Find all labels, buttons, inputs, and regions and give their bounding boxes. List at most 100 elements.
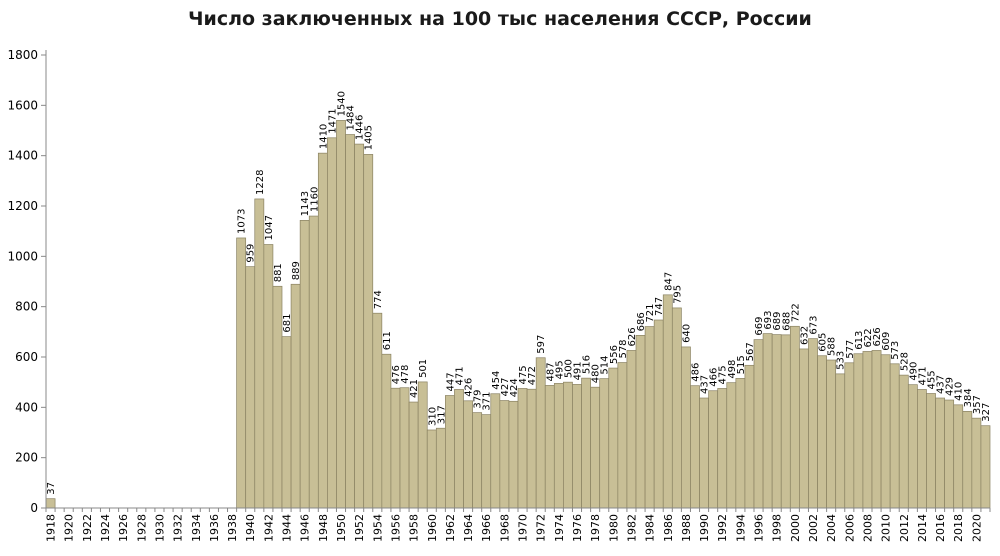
y-tick-label: 1000 xyxy=(7,249,38,263)
bar-1998 xyxy=(771,334,782,509)
bar-1995 xyxy=(744,364,755,509)
bar-1950 xyxy=(336,120,346,509)
bar-1953 xyxy=(363,154,374,509)
value-label-2011: 573 xyxy=(890,341,901,360)
bar-1989 xyxy=(690,385,700,509)
value-label-2013: 490 xyxy=(908,362,919,381)
value-label-1993: 498 xyxy=(727,360,738,379)
bar-1956 xyxy=(390,387,401,509)
x-tick-label-1960: 1960 xyxy=(426,514,439,542)
value-label-1971: 472 xyxy=(527,366,538,385)
value-label-1954: 774 xyxy=(373,290,384,309)
value-label-1973: 487 xyxy=(545,362,556,381)
value-label-1988: 640 xyxy=(681,324,692,343)
value-label-1939: 1073 xyxy=(237,209,248,234)
bar-1945 xyxy=(290,283,301,509)
x-tick-label-1944: 1944 xyxy=(281,514,294,542)
value-label-1950: 1540 xyxy=(337,91,348,116)
value-label-1969: 424 xyxy=(509,378,520,397)
bar-2012 xyxy=(898,374,909,509)
bar-1973 xyxy=(544,385,555,509)
value-label-1961: 317 xyxy=(436,405,447,424)
bar-1980 xyxy=(608,367,619,509)
x-tick-label-1982: 1982 xyxy=(625,514,638,542)
bar-1957 xyxy=(399,387,410,509)
x-tick-label-1936: 1936 xyxy=(208,514,221,542)
y-tick-label: 1200 xyxy=(7,199,38,213)
value-label-1986: 847 xyxy=(663,272,674,291)
bar-1941 xyxy=(254,198,265,509)
value-label-1947: 1160 xyxy=(309,187,320,212)
value-label-1945: 889 xyxy=(291,261,302,280)
value-label-1995: 567 xyxy=(745,342,756,361)
value-label-1955: 611 xyxy=(382,331,393,350)
bar-1993 xyxy=(726,382,737,509)
value-label-1943: 881 xyxy=(273,263,284,282)
bar-2019 xyxy=(962,411,973,509)
value-label-1942: 1047 xyxy=(264,215,275,240)
bar-1979 xyxy=(599,378,610,509)
x-tick-label-1932: 1932 xyxy=(172,514,185,542)
bar-1978 xyxy=(590,386,601,509)
value-label-1946: 1143 xyxy=(300,191,311,216)
bar-2007 xyxy=(853,353,864,509)
value-label-2016: 437 xyxy=(936,375,947,394)
bar-1988 xyxy=(681,346,691,509)
value-label-1975: 500 xyxy=(563,359,574,378)
x-tick-label-2006: 2006 xyxy=(843,514,856,542)
value-label-1992: 475 xyxy=(718,365,729,384)
x-tick-label-2000: 2000 xyxy=(789,514,802,542)
bar-1918 xyxy=(45,498,56,509)
bar-1964 xyxy=(463,400,473,509)
value-label-1962: 447 xyxy=(445,372,456,391)
x-tick-label-1926: 1926 xyxy=(117,514,130,542)
bar-1946 xyxy=(299,219,310,509)
x-tick-label-1946: 1946 xyxy=(299,514,312,542)
bar-1966 xyxy=(481,414,492,509)
value-label-2009: 626 xyxy=(872,327,883,346)
bar-2016 xyxy=(935,397,945,509)
bar-2011 xyxy=(889,363,900,509)
x-tick-label-1966: 1966 xyxy=(480,514,493,542)
value-label-2004: 588 xyxy=(827,337,838,356)
bar-2009 xyxy=(871,350,882,509)
bar-1981 xyxy=(617,362,628,509)
value-label-1966: 371 xyxy=(482,392,493,411)
value-label-1978: 480 xyxy=(591,364,602,383)
value-label-1963: 471 xyxy=(455,366,466,385)
bar-1942 xyxy=(263,244,274,509)
value-label-1987: 795 xyxy=(672,285,683,304)
x-tick-label-2010: 2010 xyxy=(880,514,893,542)
bar-1984 xyxy=(644,326,655,509)
bar-1985 xyxy=(653,319,664,509)
x-tick-label-1964: 1964 xyxy=(462,514,475,542)
value-label-1949: 1471 xyxy=(327,108,338,133)
bar-1947 xyxy=(308,215,319,509)
value-label-2005: 533 xyxy=(836,351,847,370)
value-label-1951: 1484 xyxy=(346,105,357,130)
bar-1970 xyxy=(517,388,528,509)
bar-1972 xyxy=(535,357,546,509)
bar-1975 xyxy=(563,381,573,509)
bar-1954 xyxy=(372,312,383,509)
value-label-1976: 491 xyxy=(573,361,584,380)
value-label-2019: 384 xyxy=(963,388,974,407)
bar-1958 xyxy=(408,401,419,509)
value-label-1974: 495 xyxy=(554,360,565,379)
value-label-2007: 613 xyxy=(854,331,865,350)
bar-1991 xyxy=(708,390,719,509)
x-tick-label-2004: 2004 xyxy=(825,514,838,542)
bar-1952 xyxy=(354,143,365,509)
x-tick-label-2016: 2016 xyxy=(934,514,947,542)
bar-1949 xyxy=(327,137,337,509)
value-label-1991: 466 xyxy=(709,368,720,387)
bar-1955 xyxy=(381,353,392,509)
chart-title: Число заключенных на 100 тыс населения С… xyxy=(188,8,812,30)
bar-1990 xyxy=(699,397,709,509)
value-label-1996: 669 xyxy=(754,317,765,336)
bar-1951 xyxy=(345,134,355,509)
bar-2005 xyxy=(835,373,846,509)
bar-1969 xyxy=(508,400,519,509)
bar-2003 xyxy=(817,355,827,509)
